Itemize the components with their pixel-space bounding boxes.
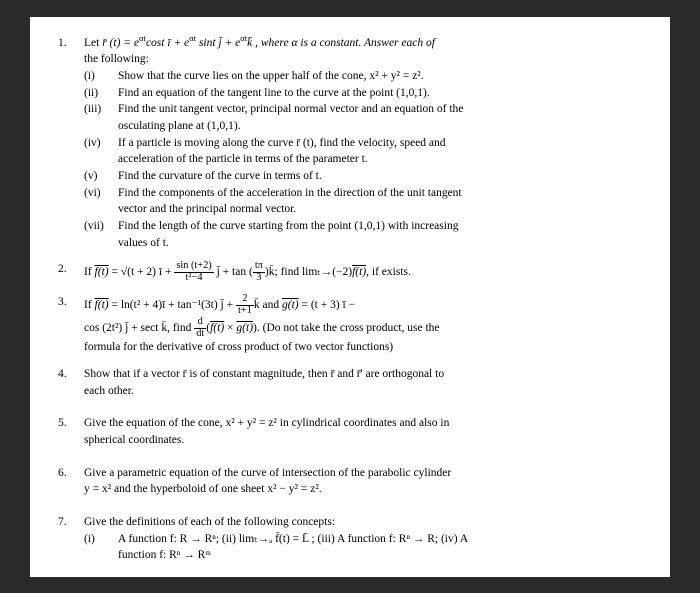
den: dt — [194, 329, 206, 340]
t: ). (Do not take the cross product, use t… — [253, 322, 440, 334]
p1-iv-cont: acceleration of the particle in terms of… — [58, 151, 642, 168]
problem-1: 1. Let r̄ (t) = eαtcost ī + eαt sint j̄ … — [58, 35, 642, 252]
ov: f(t) — [210, 320, 224, 337]
ov: g(t) — [236, 320, 253, 337]
sub-text: Find the curvature of the curve in terms… — [118, 168, 642, 185]
problem-4: 4.Show that if a vector r̄ is of constan… — [58, 366, 642, 399]
sub-text: Find an equation of the tangent line to … — [118, 85, 642, 102]
math: sint j̄ + e — [196, 37, 240, 49]
problem-7: 7.Give the definitions of each of the fo… — [58, 514, 642, 564]
p1-vi: (vi)Find the components of the accelerat… — [58, 185, 642, 202]
p1-ii: (ii)Find an equation of the tangent line… — [58, 85, 642, 102]
sub-num: (iv) — [84, 135, 118, 152]
ov: f(t) — [352, 264, 366, 281]
ov: g(t) — [282, 297, 299, 314]
t: If — [84, 266, 95, 278]
sub-num: (iii) — [84, 101, 118, 118]
p5-text: Give the equation of the cone, x² + y² =… — [84, 415, 642, 432]
p4-number: 4. — [58, 366, 84, 383]
p1-iii-cont: osculating plane at (1,0,1). — [58, 118, 642, 135]
num: d — [194, 317, 206, 329]
p6-text: Give a parametric equation of the curve … — [84, 465, 642, 482]
p3-l3: formula for the derivative of cross prod… — [58, 339, 642, 356]
exp: αt — [139, 33, 146, 43]
t: = √(t + 2) ī + — [109, 266, 175, 278]
p7-i-cont: function f: Rⁿ → Rᵐ — [58, 547, 642, 564]
sub-text: Find the unit tangent vector, principal … — [118, 101, 642, 118]
t: = (t + 3) ī − — [299, 299, 356, 311]
p1-intro: 1. Let r̄ (t) = eαtcost ī + eαt sint j̄ … — [58, 35, 642, 52]
problem-2: 2. If f(t) = √(t + 2) ī + sin (t+2)t²−4 … — [58, 261, 642, 284]
p2-text: If f(t) = √(t + 2) ī + sin (t+2)t²−4 j̄ … — [84, 261, 642, 284]
p3-l1: If f(t) = ln(t² + 4)ī + tan⁻¹(3t) j̄ + 2… — [84, 294, 642, 317]
problem-3: 3. If f(t) = ln(t² + 4)ī + tan⁻¹(3t) j̄ … — [58, 294, 642, 356]
t: )k̄; find limₜ→(−2) — [265, 266, 352, 278]
t: If — [84, 299, 95, 311]
p1-v: (v)Find the curvature of the curve in te… — [58, 168, 642, 185]
den: t+1 — [236, 306, 254, 317]
t: × — [224, 322, 236, 334]
p1-number: 1. — [58, 35, 84, 52]
document-page: 1. Let r̄ (t) = eαtcost ī + eαt sint j̄ … — [30, 17, 670, 577]
p5-number: 5. — [58, 415, 84, 432]
p1-intro-text: Let r̄ (t) = eαtcost ī + eαt sint j̄ + e… — [84, 35, 642, 52]
p7-text: Give the definitions of each of the foll… — [84, 514, 642, 531]
p3-number: 3. — [58, 294, 84, 317]
sub-text: A function f: R → Rⁿ; (ii) limₜ→ₐ f̄(t) … — [118, 531, 642, 548]
p1-i: (i)Show that the curve lies on the upper… — [58, 68, 642, 85]
text: Let — [84, 37, 102, 49]
p7-number: 7. — [58, 514, 84, 531]
t: k̄ and — [254, 299, 282, 311]
sub-num: (i) — [84, 68, 118, 85]
p1-vii-cont: values of t. — [58, 235, 642, 252]
p1-iv: (iv)If a particle is moving along the cu… — [58, 135, 642, 152]
sub-text: Show that the curve lies on the upper ha… — [118, 68, 642, 85]
p1-vi-cont: vector and the principal normal vector. — [58, 201, 642, 218]
t: = ln(t² + 4)ī + tan⁻¹(3t) j̄ + — [109, 299, 236, 311]
frac: 2t+1 — [236, 294, 254, 317]
sub-num: (i) — [84, 531, 118, 548]
p4-cont: each other. — [58, 383, 642, 400]
p1-intro-cont: the following: — [58, 51, 642, 68]
p1-vii: (vii)Find the length of the curve starti… — [58, 218, 642, 235]
frac: sin (t+2)t²−4 — [174, 261, 213, 284]
sub-num: (vi) — [84, 185, 118, 202]
p4-text: Show that if a vector r̄ is of constant … — [84, 366, 642, 383]
t: j̄ + tan ( — [214, 266, 253, 278]
den: t²−4 — [174, 273, 213, 284]
p1-iii: (iii)Find the unit tangent vector, princ… — [58, 101, 642, 118]
sub-text: Find the components of the acceleration … — [118, 185, 642, 202]
p7-i: (i)A function f: R → Rⁿ; (ii) limₜ→ₐ f̄(… — [58, 531, 642, 548]
problem-6: 6.Give a parametric equation of the curv… — [58, 465, 642, 498]
sub-text: If a particle is moving along the curve … — [118, 135, 642, 152]
math: r̄ (t) = e — [102, 37, 139, 49]
frac: tπ3 — [253, 261, 265, 284]
problem-5: 5.Give the equation of the cone, x² + y²… — [58, 415, 642, 448]
sub-num: (vii) — [84, 218, 118, 235]
p5-cont: spherical coordinates. — [58, 432, 642, 449]
p3-l2: cos (2t²) j̄ + sect k̄, find ddt(f(t) × … — [58, 317, 642, 340]
math: cost ī + e — [146, 37, 189, 49]
den: 3 — [253, 273, 265, 284]
sub-text: Find the length of the curve starting fr… — [118, 218, 642, 235]
sub-num: (ii) — [84, 85, 118, 102]
ov: f(t) — [95, 264, 109, 281]
t: cos (2t²) j̄ + sect k̄, find — [84, 322, 194, 334]
frac: ddt — [194, 317, 206, 340]
p6-cont: y = x² and the hyperboloid of one sheet … — [58, 481, 642, 498]
p6-number: 6. — [58, 465, 84, 482]
sub-num: (v) — [84, 168, 118, 185]
ov: f(t) — [95, 297, 109, 314]
math: k̄ , where α is a constant. Answer each … — [247, 37, 435, 49]
t: , if exists. — [366, 266, 411, 278]
p2-number: 2. — [58, 261, 84, 284]
